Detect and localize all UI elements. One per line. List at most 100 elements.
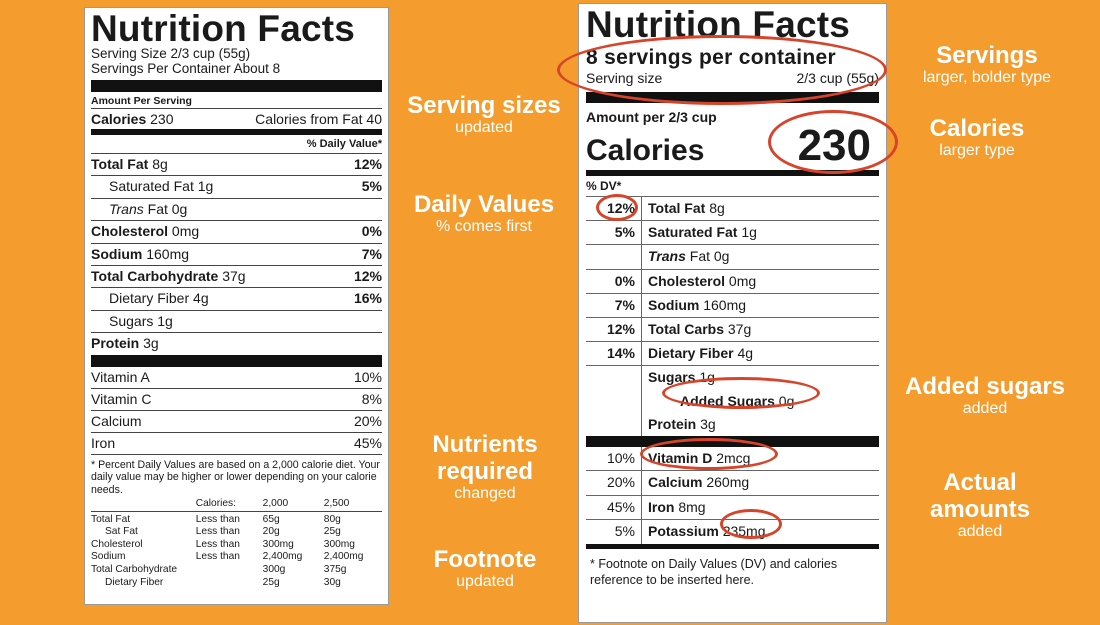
annotation-title: Nutrients required xyxy=(432,431,538,485)
footnote-table-row: Dietary Fiber 25g 30g xyxy=(105,576,341,588)
nutrient-amount: 0mg xyxy=(171,223,200,240)
annotation-subtitle: updated xyxy=(456,573,514,590)
new-nutrient-row: Trans Fat 0g xyxy=(586,244,879,269)
annotation-title: Footnote xyxy=(433,546,537,573)
annotation-added-sugars: Added sugars added xyxy=(890,373,1080,418)
nutrient-name: Cholesterol xyxy=(648,272,726,289)
nutrient-amount: 0g xyxy=(778,392,795,409)
vitamin-amount: 235mg xyxy=(722,523,766,540)
vitamin-name: Calcium xyxy=(91,412,142,429)
nutrient-pct: 16% xyxy=(353,290,382,307)
old-amount-per-serving: Amount Per Serving xyxy=(91,95,192,107)
old-nutrient-row: Cholesterol 0mg 0% xyxy=(91,220,382,242)
old-nutrient-row: Total Fat 8g 12% xyxy=(91,153,382,175)
old-vitamin-row: Calcium 20% xyxy=(91,409,382,432)
nutrient-name: Cholesterol xyxy=(91,223,169,240)
new-nutrient-row: 5% Saturated Fat 1g xyxy=(586,220,879,245)
new-nutrient-row: 12% Total Carbs 37g xyxy=(586,316,879,342)
thick-divider xyxy=(586,435,879,447)
nutrient-amount: 4g xyxy=(193,290,209,307)
nutrient-amount: 160mg xyxy=(146,245,190,262)
nutrient-name: Sodium xyxy=(91,245,143,262)
vitamin-pct: 8% xyxy=(361,390,382,407)
old-label-title: Nutrition Facts xyxy=(91,8,356,49)
nutrient-name: Sugars xyxy=(648,369,696,386)
old-calories-label: Calories xyxy=(91,111,147,127)
nutrient-amount: 37g xyxy=(222,267,246,284)
new-nutrient-row: 0% Cholesterol 0mg xyxy=(586,268,879,293)
nutrient-amount: 1g xyxy=(197,178,214,195)
nutrient-amount: 3g xyxy=(700,415,716,432)
vitamin-name: Iron xyxy=(91,434,116,451)
nutrient-name: Trans xyxy=(648,248,686,265)
nutrient-name: Total Fat xyxy=(91,156,149,172)
nutrient-pct: 0% xyxy=(586,269,642,293)
new-nutrient-row: 7% Sodium 160mg xyxy=(586,292,879,317)
old-nutrition-label: Nutrition Facts Serving Size 2/3 cup (55… xyxy=(84,7,389,605)
annotation-serving-sizes: Serving sizes updated xyxy=(396,92,572,137)
annotation-servings: Servings larger, bolder type xyxy=(898,42,1076,87)
annotation-subtitle: larger type xyxy=(939,142,1015,159)
new-nutrient-row: 14% Dietary Fiber 4g xyxy=(586,341,879,366)
new-amount-per: Amount per 2/3 cup xyxy=(586,109,717,125)
annotation-title: Daily Values xyxy=(413,191,555,218)
old-footnote-table: Calories: 2,000 2,500 Total Fat Less than… xyxy=(91,498,382,589)
new-vitamin-row: 10% Vitamin D 2mcg xyxy=(586,446,879,471)
vitamin-name: Calcium xyxy=(648,474,703,491)
annotation-title: Serving sizes xyxy=(407,92,561,119)
annotation-title: Added sugars xyxy=(904,373,1066,400)
new-calories-row: Calories 230 xyxy=(586,121,879,170)
footnote-table-row: Total Fat Less than 65g 80g xyxy=(91,513,341,525)
nutrient-amount: 3g xyxy=(143,335,159,352)
old-nutrient-row: Protein 3g xyxy=(91,332,382,354)
nutrient-pct xyxy=(586,389,642,413)
serving-size-value: 2/3 cup (55g) xyxy=(796,70,880,86)
vitamin-name: Vitamin C xyxy=(91,390,152,407)
old-calories-from-fat: Calories from Fat 40 xyxy=(255,111,382,127)
vitamin-name: Iron xyxy=(648,498,675,515)
medium-divider xyxy=(586,543,879,549)
vitamin-amount: 2mcg xyxy=(716,449,751,466)
nutrient-amount: 0mg xyxy=(728,272,757,289)
vitamin-name: Potassium xyxy=(648,523,719,540)
new-vitamin-row: 5% Potassium 235mg xyxy=(586,519,879,544)
nutrient-amount: Fat 0g xyxy=(689,248,730,265)
nutrient-name: Dietary Fiber xyxy=(648,345,734,362)
new-nutrient-row: Protein 3g xyxy=(586,412,879,436)
old-serving-size: Serving Size 2/3 cup (55g) xyxy=(91,46,251,61)
new-footnote-text: * Footnote on Daily Values (DV) and calo… xyxy=(590,556,838,587)
nutrient-pct xyxy=(586,245,642,269)
nutrient-name: Total Carbohydrate xyxy=(91,267,219,284)
vitamin-pct: 10% xyxy=(353,368,382,385)
new-nutrient-row: 12% Total Fat 8g xyxy=(586,197,879,221)
footnote-table-row: Sat Fat Less than 20g 25g xyxy=(105,526,341,538)
vitamin-pct: 45% xyxy=(586,495,642,520)
old-calories-row: Calories 230 Calories from Fat 40 xyxy=(91,108,382,129)
old-footnote-text: * Percent Daily Values are based on a 2,… xyxy=(91,458,380,496)
nutrient-amount: 8g xyxy=(152,156,168,172)
annotation-subtitle: added xyxy=(962,400,1008,417)
annotation-calories: Calories larger type xyxy=(898,115,1056,160)
nutrient-amount: Fat 0g xyxy=(147,200,188,217)
new-calories-value: 230 xyxy=(797,121,871,170)
annotation-actual-amounts: Actual amounts added xyxy=(912,469,1048,541)
nutrient-pct: 5% xyxy=(586,221,642,245)
old-vitamin-row: Vitamin C 8% xyxy=(91,387,382,410)
annotation-title: Servings xyxy=(936,42,1038,69)
old-nutrient-row: Dietary Fiber 4g 16% xyxy=(91,287,382,309)
old-nutrient-row: Sugars 1g xyxy=(91,309,382,332)
nutrient-name: Total Fat xyxy=(648,200,706,216)
nutrient-pct: 12% xyxy=(586,197,642,221)
nutrient-name: Saturated Fat xyxy=(648,224,738,241)
vitamin-pct: 5% xyxy=(586,520,642,544)
old-nutrient-row: Sodium 160mg 7% xyxy=(91,242,382,265)
new-nutrition-label: Nutrition Facts 8 servings per container… xyxy=(578,3,887,623)
annotation-nutrients-required: Nutrients required changed xyxy=(412,431,558,503)
vitamin-pct: 20% xyxy=(586,471,642,495)
annotation-title: Actual amounts xyxy=(929,469,1030,523)
annotation-subtitle: % comes first xyxy=(435,218,532,235)
nutrient-pct: 5% xyxy=(361,178,382,195)
nutrient-name: Added Sugars xyxy=(680,392,775,409)
old-daily-value-header: % Daily Value* xyxy=(306,138,382,150)
vitamin-pct: 20% xyxy=(353,412,382,429)
